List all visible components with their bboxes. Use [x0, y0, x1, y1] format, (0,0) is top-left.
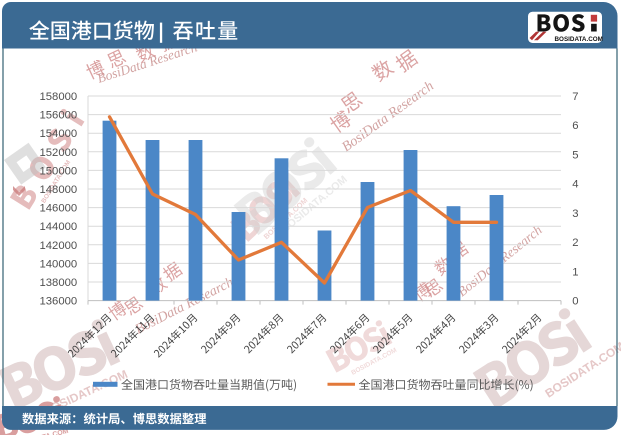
- svg-text:152000: 152000: [39, 147, 77, 159]
- svg-text:150000: 150000: [39, 165, 77, 177]
- svg-text:1: 1: [572, 266, 578, 278]
- svg-text:4: 4: [572, 179, 578, 191]
- svg-text:136000: 136000: [39, 296, 77, 308]
- svg-text:154000: 154000: [39, 128, 77, 140]
- svg-text:144000: 144000: [39, 221, 77, 233]
- svg-text:BOSIDATA.COM: BOSIDATA.COM: [555, 36, 603, 43]
- svg-text:158000: 158000: [39, 91, 77, 103]
- svg-text:146000: 146000: [39, 203, 77, 215]
- svg-text:138000: 138000: [39, 277, 77, 289]
- svg-text:7: 7: [572, 91, 578, 103]
- svg-text:6: 6: [572, 120, 578, 132]
- svg-text:148000: 148000: [39, 184, 77, 196]
- svg-text:156000: 156000: [39, 110, 77, 122]
- svg-text:2: 2: [572, 237, 578, 249]
- svg-text:140000: 140000: [39, 258, 77, 270]
- svg-text:3: 3: [572, 208, 578, 220]
- svg-text:142000: 142000: [39, 240, 77, 252]
- svg-text:0: 0: [572, 296, 578, 308]
- svg-text:5: 5: [572, 149, 578, 161]
